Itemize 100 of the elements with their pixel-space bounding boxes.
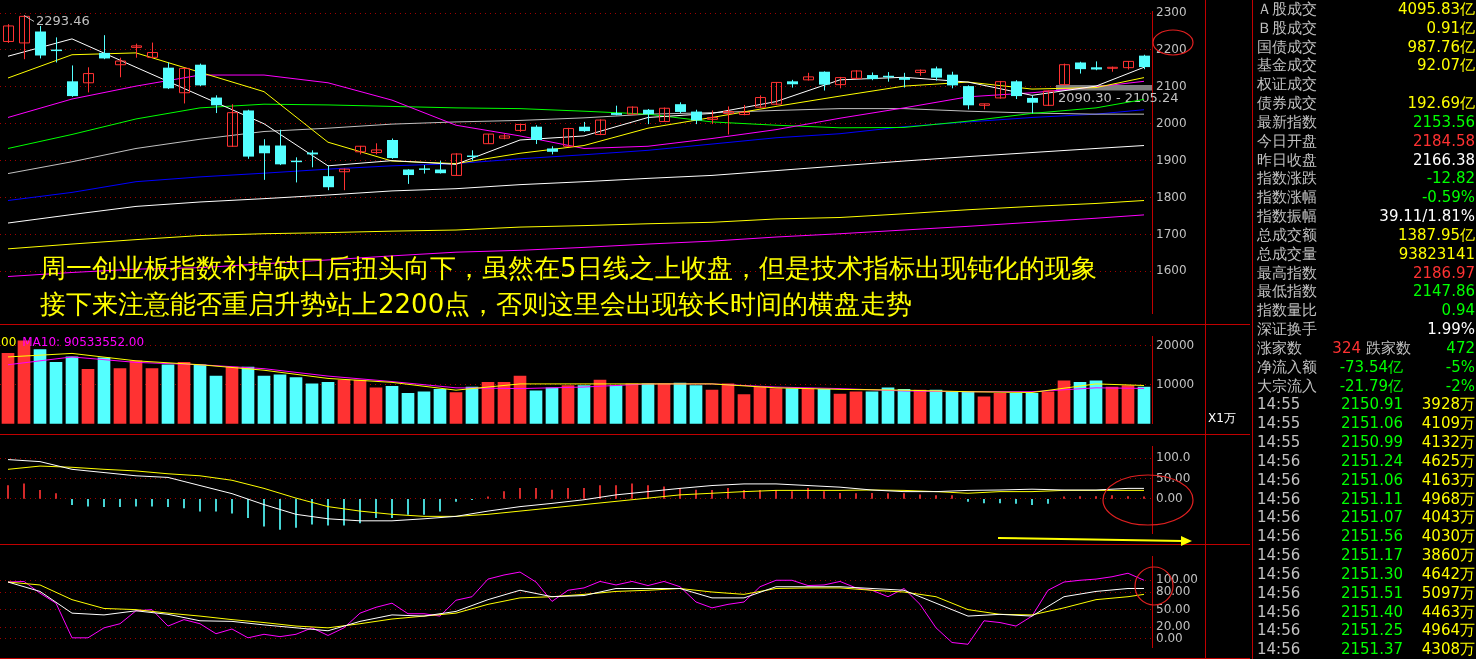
candlestick <box>1027 94 1038 114</box>
text: 14:55 2150.99 4132万 <box>1257 433 1475 452</box>
bar <box>193 364 207 424</box>
candlestick <box>339 167 350 191</box>
bar <box>961 391 975 424</box>
bar <box>273 374 287 424</box>
text: 指数振幅 39.11/1.81% <box>1257 207 1475 226</box>
annotation: 接下来注意能否重启升势站上2200点，否则这里会出现较长时间的横盘走势 <box>40 288 914 321</box>
text: 14:56 2151.40 4463万 <box>1257 602 1475 621</box>
text: 今日开盘 2184.58 <box>1257 131 1475 150</box>
y-tick-label: 1900 <box>1156 152 1187 167</box>
text: 指数涨幅 -0.59% <box>1257 188 1475 207</box>
bar <box>161 364 175 424</box>
bar <box>353 379 367 424</box>
y-tick-label: 1600 <box>1156 263 1187 278</box>
bar <box>657 383 671 424</box>
candlestick <box>531 124 542 145</box>
text: 基金成交 92.07亿 <box>1257 56 1475 75</box>
y-tick-label: 2000 <box>1156 115 1187 130</box>
text: 涨家数 324 跌家数 472 <box>1257 338 1475 357</box>
candlestick <box>35 25 46 59</box>
bar <box>401 392 415 424</box>
text: 最高指数 2186.97 <box>1257 263 1475 282</box>
bar <box>433 389 447 424</box>
bar <box>49 362 63 424</box>
text: 净流入额 -73.54亿 -5% <box>1257 357 1475 376</box>
text: 债券成交 192.69亿 <box>1257 94 1475 113</box>
bar <box>257 375 271 424</box>
text: 总成交额 1387.95亿 <box>1257 225 1475 244</box>
text: 权证成交 <box>1257 75 1317 95</box>
series-label: 00 <box>1 335 17 350</box>
y-tick-label: 2300 <box>1156 5 1187 20</box>
bar <box>977 396 991 424</box>
text: 昨日收盘 2166.38 <box>1257 150 1475 169</box>
candlestick <box>467 149 478 162</box>
text: 14:56 2151.56 4030万 <box>1257 527 1475 546</box>
bar <box>833 393 847 424</box>
bar <box>97 357 111 424</box>
y-axis-title: X1万 <box>1208 410 1236 425</box>
text: 总成交量 93823141 <box>1257 244 1475 263</box>
text: 指数涨跌 -12.82 <box>1257 169 1475 188</box>
candlestick <box>115 57 126 78</box>
candlestick <box>259 138 270 181</box>
bar <box>561 385 575 424</box>
candlestick <box>323 165 334 191</box>
y-tick-label: 1800 <box>1156 189 1187 204</box>
bar <box>1009 392 1023 424</box>
bar <box>753 386 767 424</box>
bar <box>305 383 319 424</box>
bar <box>737 394 751 424</box>
text: 最新指数 2153.56 <box>1257 112 1475 131</box>
text: 14:55 2151.06 4109万 <box>1257 414 1475 433</box>
bar <box>817 389 831 424</box>
y-tick-label: 2100 <box>1156 78 1187 93</box>
candlestick <box>99 34 110 60</box>
candlestick <box>179 67 190 104</box>
text: Ｂ股成交 0.91亿 <box>1257 18 1475 37</box>
candlestick <box>19 14 30 60</box>
bar <box>177 362 191 424</box>
bar <box>769 388 783 424</box>
text: 14:56 2151.30 4642万 <box>1257 564 1475 583</box>
y-tick-label: 2200 <box>1156 42 1187 57</box>
bar <box>609 385 623 424</box>
candlestick <box>3 23 14 44</box>
candlestick <box>195 63 206 87</box>
candlestick <box>1011 79 1022 100</box>
bar <box>1137 386 1151 424</box>
bar <box>33 349 47 424</box>
bar <box>545 387 559 424</box>
y-tick-label: 50.00 <box>1156 601 1191 616</box>
bar <box>81 369 95 424</box>
bar <box>529 390 543 424</box>
bar <box>785 388 799 424</box>
text: 14:56 2151.25 4964万 <box>1257 621 1475 640</box>
bar <box>705 389 719 424</box>
candlestick <box>275 129 286 166</box>
bar <box>65 356 79 424</box>
y-tick-label: 100.0 <box>1156 450 1191 465</box>
bar <box>641 383 655 424</box>
bar <box>145 368 159 424</box>
y-tick-label: 1700 <box>1156 226 1187 241</box>
bar <box>865 391 879 424</box>
y-tick-label: 20000 <box>1156 337 1195 352</box>
candlestick <box>163 61 174 90</box>
text: 最低指数 2147.86 <box>1257 282 1475 301</box>
candlestick <box>227 103 238 148</box>
text: 国债成交 987.76亿 <box>1257 37 1475 56</box>
candlestick <box>963 84 974 110</box>
bar <box>385 385 399 424</box>
candlestick <box>387 138 398 160</box>
text: 大宗流入 -21.79亿 -2% <box>1257 376 1475 395</box>
candlestick <box>83 66 94 93</box>
bar <box>321 382 335 424</box>
text: 14:56 2151.37 4308万 <box>1257 640 1475 659</box>
text: 14:55 2150.91 3928万 <box>1257 395 1475 414</box>
candlestick <box>1059 63 1070 86</box>
bar <box>849 391 863 424</box>
text: 14:56 2151.17 3860万 <box>1257 546 1475 565</box>
bar <box>945 391 959 424</box>
y-tick-label: 0.00 <box>1156 491 1183 506</box>
